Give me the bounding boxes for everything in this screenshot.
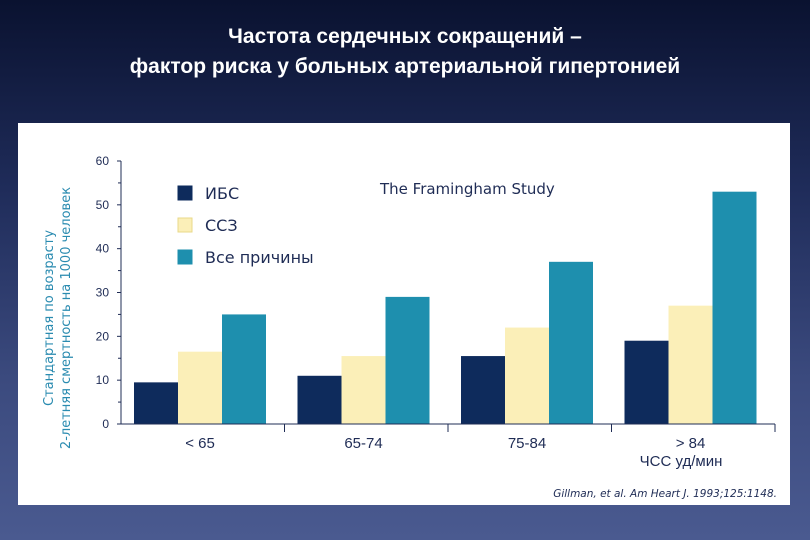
legend-label-3: Все причины bbox=[205, 248, 314, 267]
legend-label-1: ИБС bbox=[205, 184, 239, 203]
x-tick-label: > 84 bbox=[676, 435, 706, 452]
bar-chart: Стандартная по возрасту 2-летняя смертно… bbox=[42, 154, 777, 500]
x-tick-label: 65-74 bbox=[344, 435, 382, 452]
citation: Gillman, et al. Am Heart J. 1993;125:114… bbox=[553, 488, 777, 500]
y-axis-title: Стандартная по возрасту 2-летняя смертно… bbox=[42, 187, 74, 449]
slide-title-line-1: Частота сердечных сокращений – bbox=[228, 25, 582, 48]
y-axis-title-line-2: 2-летняя смертность на 1000 человек bbox=[59, 187, 74, 449]
bars bbox=[134, 191, 757, 424]
axes: 0 10 20 30 40 50 60 < 65 65-74 75-84 > 84 bbox=[96, 154, 776, 452]
y-tick-label: 60 bbox=[96, 154, 110, 168]
legend-swatch-2 bbox=[177, 217, 193, 233]
legend-swatch-3 bbox=[177, 249, 193, 265]
slide-title: Частота сердечных сокращений – фактор ри… bbox=[0, 22, 810, 82]
legend-swatch-1 bbox=[177, 185, 193, 201]
y-tick-label: 0 bbox=[102, 417, 109, 431]
y-tick-label: 20 bbox=[96, 329, 110, 343]
chart-panel: Стандартная по возрасту 2-летняя смертно… bbox=[18, 123, 790, 505]
x-tick-label: 75-84 bbox=[508, 435, 546, 452]
y-tick-label: 50 bbox=[96, 198, 110, 212]
bar-3-2 bbox=[385, 296, 430, 424]
bar-2-2 bbox=[341, 356, 386, 424]
bar-1-1 bbox=[134, 382, 178, 424]
y-tick-label: 10 bbox=[96, 373, 110, 387]
slide-title-line-2: фактор риска у больных артериальной гипе… bbox=[129, 55, 681, 78]
bar-1-3 bbox=[461, 356, 505, 424]
legend: ИБС ССЗ Все причины bbox=[177, 184, 314, 267]
bar-3-3 bbox=[549, 261, 593, 424]
study-label: The Framingham Study bbox=[379, 180, 555, 198]
bar-2-3 bbox=[505, 327, 549, 424]
x-axis-title: ЧСС уд/мин bbox=[640, 453, 723, 470]
bar-3-4 bbox=[712, 191, 757, 424]
legend-label-2: ССЗ bbox=[205, 216, 238, 235]
bar-1-4 bbox=[624, 340, 669, 424]
bar-2-1 bbox=[178, 351, 222, 424]
y-tick-label: 40 bbox=[96, 242, 110, 256]
x-tick-label: < 65 bbox=[185, 435, 215, 452]
bar-1-2 bbox=[297, 375, 342, 424]
y-axis-title-line-1: Стандартная по возрасту bbox=[42, 230, 57, 406]
bar-3-1 bbox=[222, 314, 266, 424]
y-tick-label: 30 bbox=[96, 286, 110, 300]
bar-2-4 bbox=[668, 305, 713, 424]
